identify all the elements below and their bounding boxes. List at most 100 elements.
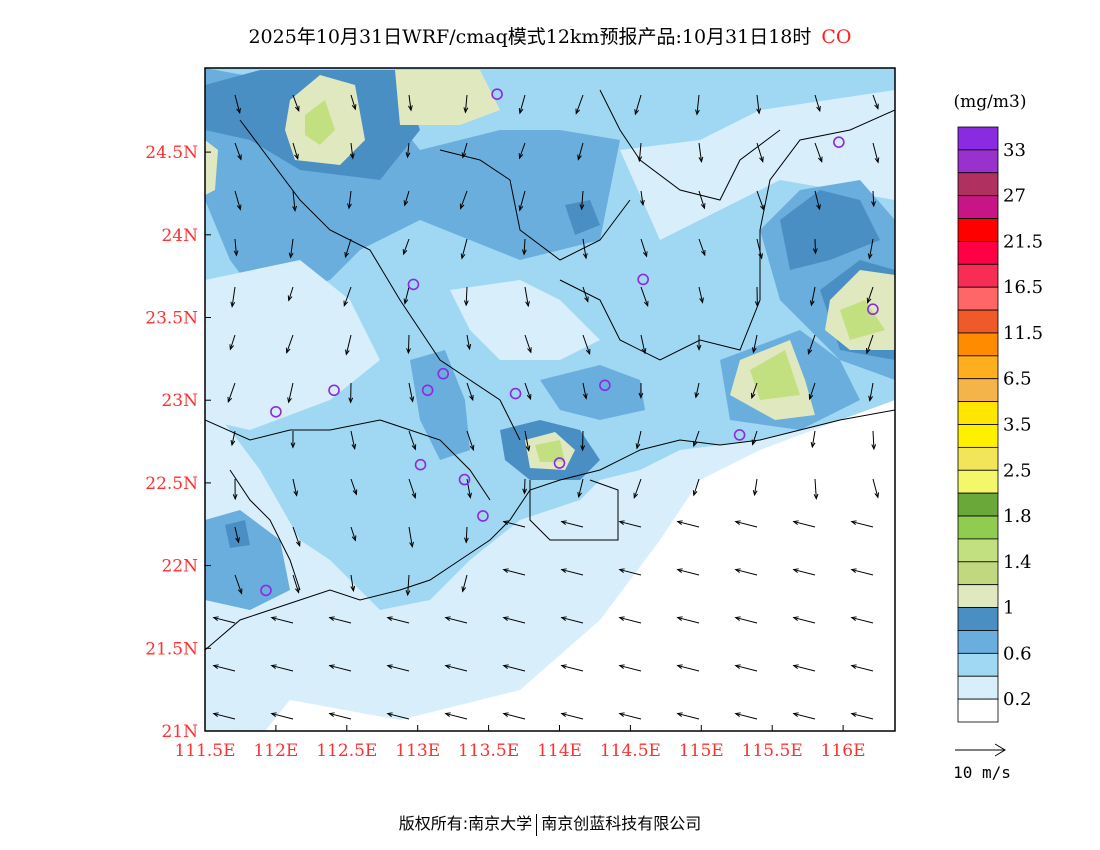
map-frame <box>204 67 896 732</box>
wind-arrow <box>637 142 643 163</box>
wind-arrow <box>872 94 879 110</box>
wind-arrow <box>444 664 468 672</box>
colorbar-bin <box>957 126 999 151</box>
wind-arrow <box>230 430 236 447</box>
wind-arrow <box>524 430 531 452</box>
wind-arrow <box>618 616 642 624</box>
wind-arrow <box>692 430 700 448</box>
colorbar-bin <box>957 469 999 494</box>
wind-arrow <box>463 286 469 307</box>
colorbar-label: 1 <box>1003 598 1014 619</box>
chart-title: 2025年10月31日WRF/cmaq模式12km预报产品:10月31日18时 C… <box>0 22 1100 49</box>
wind-arrow <box>698 286 704 304</box>
wind-arrow <box>676 712 700 720</box>
wind-arrow <box>461 574 468 593</box>
wind-arrow <box>232 478 238 501</box>
wind-reference: 10 m/s <box>953 743 1011 782</box>
wind-arrow <box>872 142 880 164</box>
colorbar-bin <box>957 355 999 380</box>
lat-tick-label: 23.5N <box>145 309 198 329</box>
colorbar-label: 2.5 <box>1003 460 1032 481</box>
wind-arrow <box>403 286 410 305</box>
wind-arrow <box>698 142 704 163</box>
wind-reference-label: 10 m/s <box>953 763 1011 782</box>
wind-arrow <box>459 190 468 210</box>
station-marker <box>458 473 471 486</box>
colorbar-bin <box>957 309 999 334</box>
colorbar-bin <box>957 218 999 242</box>
wind-arrow <box>234 190 242 211</box>
wind-arrow <box>212 664 236 672</box>
wind-arrow <box>350 430 357 450</box>
wind-arrow <box>792 520 816 528</box>
colorbar-bin <box>957 652 999 677</box>
wind-arrow <box>580 430 586 452</box>
wind-arrow <box>502 664 526 672</box>
wind-arrow <box>386 616 410 624</box>
wind-arrow <box>524 286 530 308</box>
boundary-lines <box>205 89 895 651</box>
wind-arrow <box>808 382 816 401</box>
wind-arrow <box>634 94 642 116</box>
lon-tick-label: 114.5E <box>600 741 661 761</box>
colorbar-label: 11.5 <box>1003 323 1043 344</box>
lon-tick-label: 115E <box>679 741 724 761</box>
wind-arrow <box>328 616 352 624</box>
wind-arrow <box>405 574 411 597</box>
wind-arrow <box>751 430 758 446</box>
wind-arrow <box>386 664 410 672</box>
copyright-owner: 版权所有:南京大学 <box>398 814 533 833</box>
wind-arrow <box>524 382 532 401</box>
lon-tick-label: 114E <box>537 741 582 761</box>
station-marker <box>553 457 566 469</box>
wind-arrow <box>560 712 584 720</box>
wind-arrow <box>850 520 874 528</box>
wind-arrow <box>521 238 527 256</box>
wind-arrow <box>502 712 526 720</box>
wind-arrow <box>756 238 763 260</box>
colorbar-label: 16.5 <box>1003 277 1043 298</box>
wind-arrow <box>640 286 649 308</box>
wind-arrow <box>813 478 819 500</box>
wind-arrow <box>406 334 411 355</box>
wind-arrow <box>518 142 526 160</box>
wind-arrow <box>734 520 758 528</box>
title-species: CO <box>821 26 852 48</box>
lat-tick-label: 22N <box>161 557 198 577</box>
wind-arrow <box>754 286 760 308</box>
station-marker <box>260 584 272 597</box>
wind-arrow <box>444 616 468 624</box>
colorbar-label: 0.6 <box>1003 643 1032 664</box>
colorbar-bin <box>957 698 999 723</box>
wind-arrow <box>792 616 816 624</box>
wind-arrow <box>872 478 880 499</box>
wind-arrow <box>618 568 642 576</box>
wind-arrow <box>502 568 526 576</box>
colorbar-bin <box>957 561 999 586</box>
colorbar-bin <box>957 675 999 700</box>
wind-arrow <box>343 286 352 307</box>
wind-arrow <box>292 190 297 213</box>
colorbar-bin <box>957 630 999 654</box>
wind-arrow <box>792 568 816 576</box>
wind-arrow <box>640 190 645 207</box>
wind-arrow <box>408 382 415 403</box>
wind-arrow <box>676 520 700 528</box>
wind-arrow <box>582 238 588 260</box>
lon-tick-label: 111.5E <box>174 741 235 761</box>
colorbar-label: 3.5 <box>1003 415 1032 436</box>
colorbar-label: 21.5 <box>1003 231 1043 252</box>
station-marker <box>491 88 503 101</box>
wind-arrow <box>285 334 294 354</box>
wind-arrow <box>348 382 354 404</box>
wind-arrow <box>698 190 706 210</box>
colorbar-label: 1.4 <box>1003 552 1032 573</box>
wind-arrow <box>444 712 468 720</box>
wind-arrow <box>618 664 642 672</box>
wind-arrow <box>734 568 758 576</box>
lon-tick-label: 115.5E <box>742 741 803 761</box>
colorbar-bin <box>957 332 999 357</box>
colorbar: 33 27 21.5 16.5 11.5 6.5 3.5 2.5 1.8 1.4 1 0.6 0.2 <box>957 126 1043 723</box>
wind-arrow <box>865 334 874 355</box>
